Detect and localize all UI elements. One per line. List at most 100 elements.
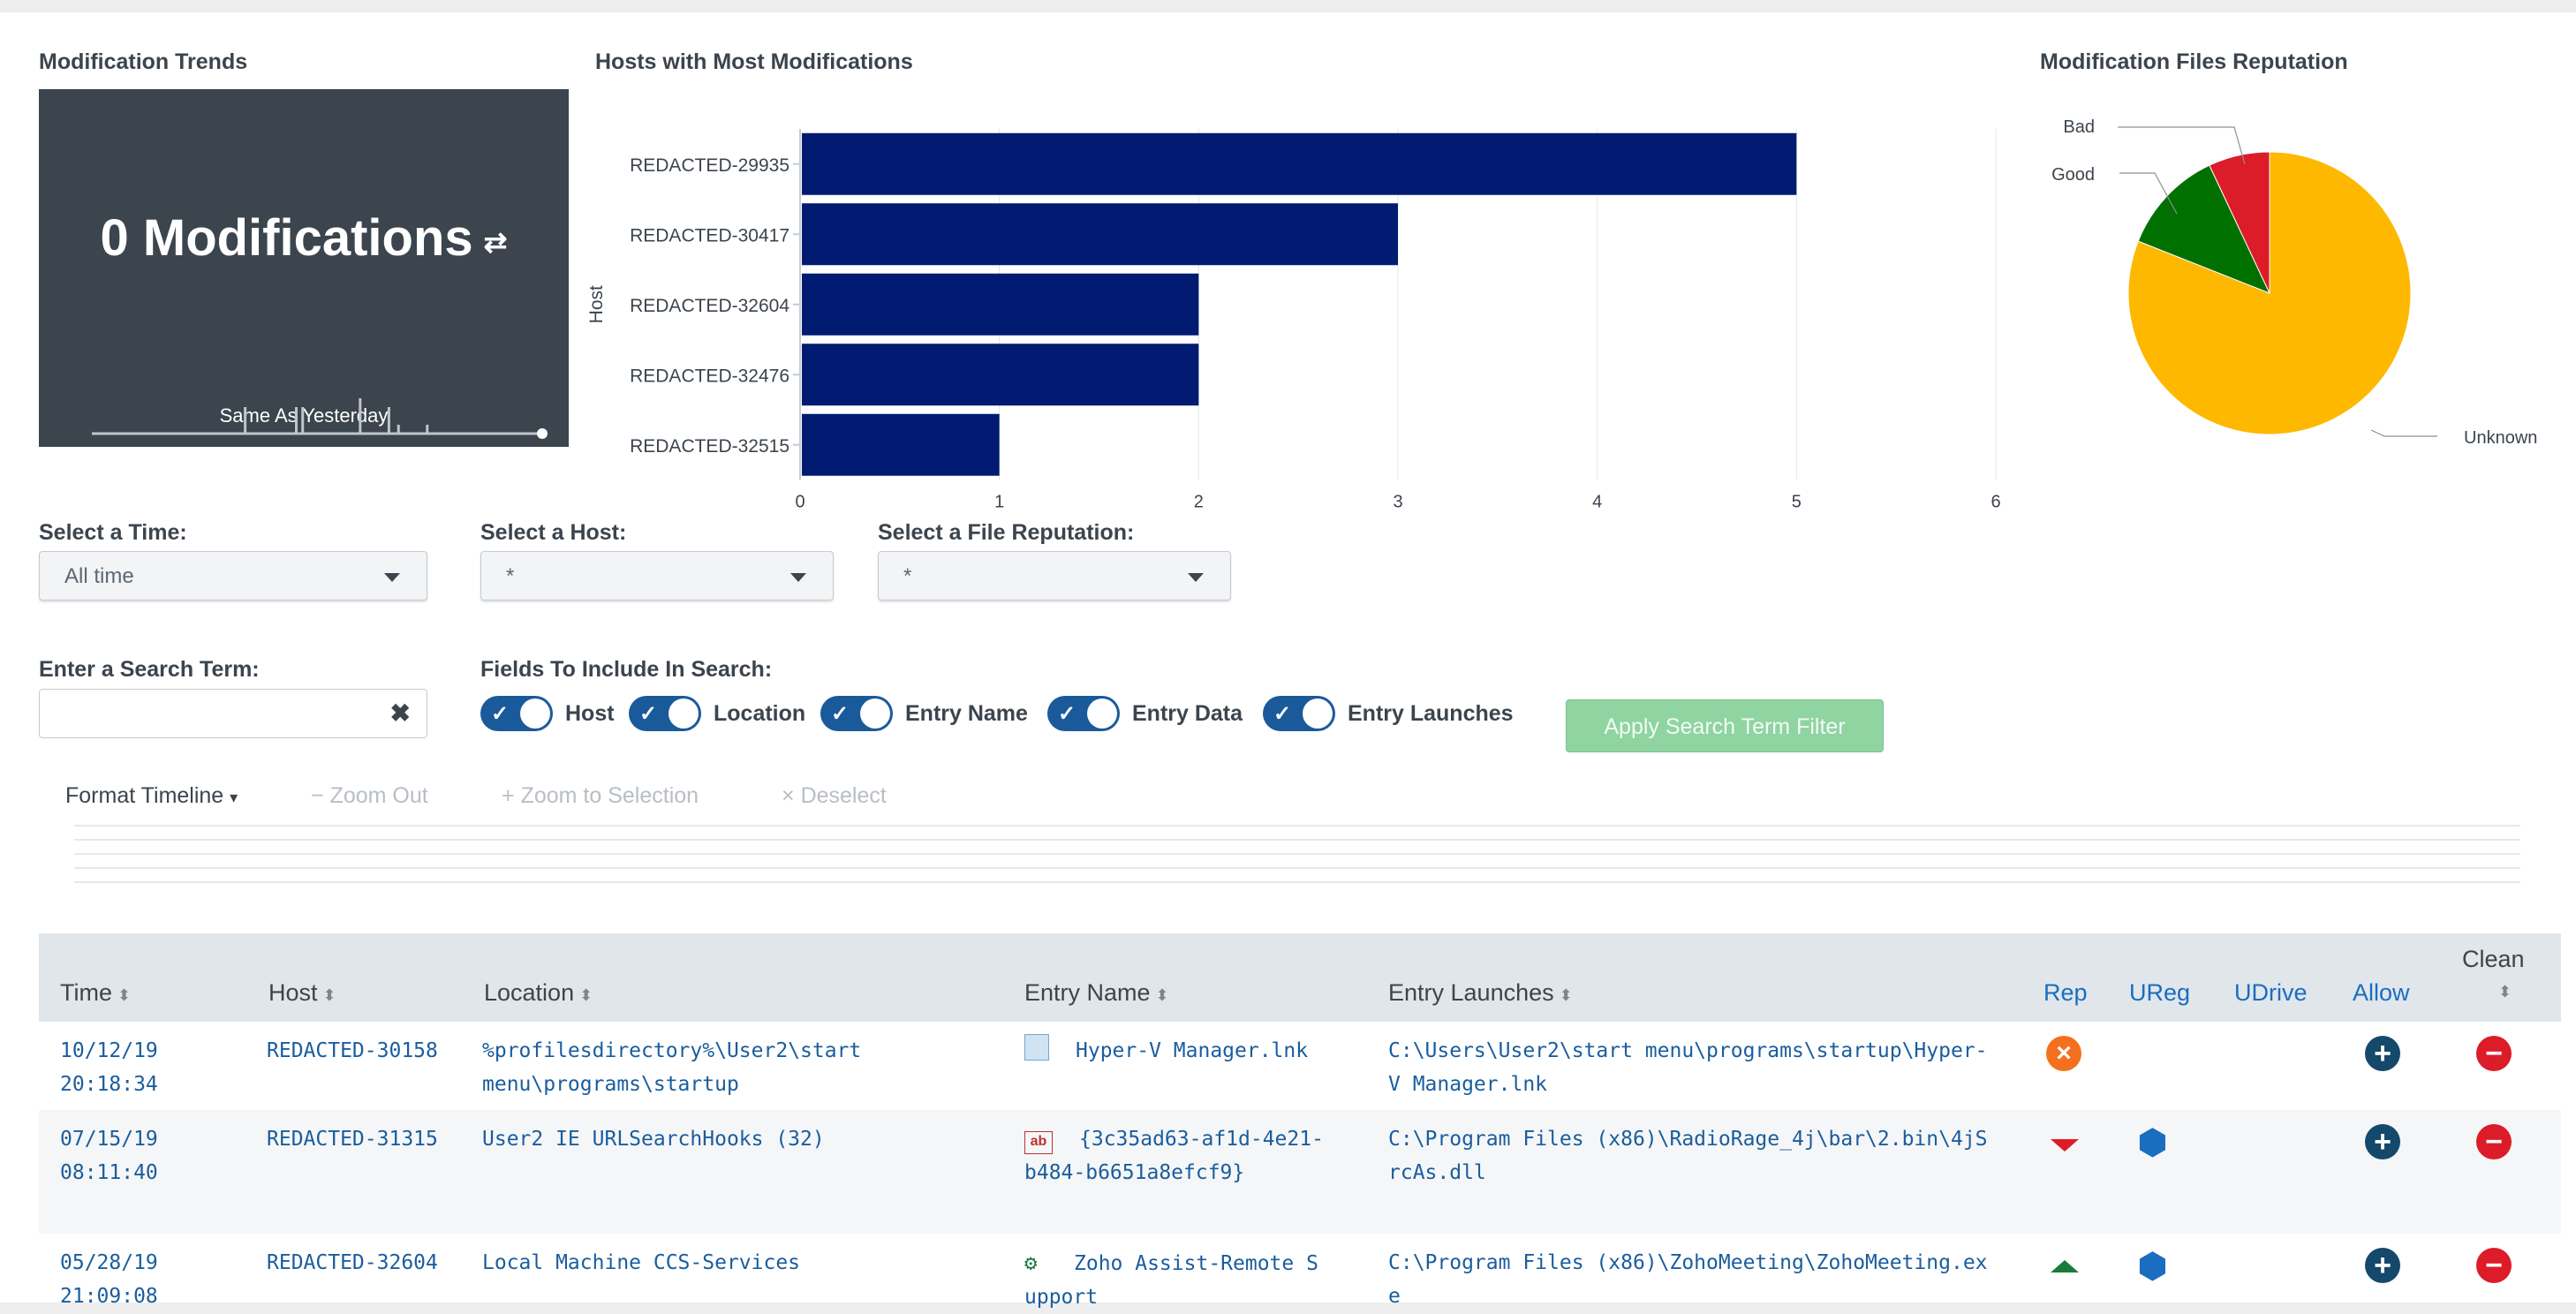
cell-location[interactable]: %profilesdirectory%\User2\start menu\prog… bbox=[482, 1034, 861, 1101]
toggle-track[interactable]: ✓ bbox=[1263, 696, 1335, 731]
time-line: 20:18:34 bbox=[60, 1073, 158, 1096]
clean-minus-icon[interactable]: − bbox=[2476, 1248, 2512, 1283]
clean-minus-icon[interactable]: − bbox=[2476, 1124, 2512, 1159]
bar[interactable] bbox=[802, 344, 1199, 406]
entry-name-line: {3c35ad63-af1d-4e21- bbox=[1079, 1128, 1324, 1151]
host-value: * bbox=[506, 564, 515, 588]
clear-x-icon[interactable]: ✖ bbox=[389, 699, 411, 727]
minus-icon: − bbox=[311, 783, 324, 808]
bad-x-icon[interactable]: × bbox=[2046, 1036, 2081, 1071]
allow-plus-icon[interactable]: + bbox=[2365, 1248, 2400, 1283]
allow-plus-icon[interactable]: + bbox=[2365, 1124, 2400, 1159]
column-entry-launches[interactable]: Entry Launches ⬍ bbox=[1388, 979, 1573, 1007]
shortcut-file-icon bbox=[1024, 1034, 1049, 1061]
reputation-pie-chart[interactable]: Unknown Good Bad bbox=[2022, 101, 2570, 472]
time-label: Select a Time: bbox=[39, 520, 187, 545]
timeline-line bbox=[74, 867, 2520, 869]
toggle-track[interactable]: ✓ bbox=[480, 696, 553, 731]
ureg-cubes-icon[interactable]: ⬢ bbox=[2137, 1247, 2168, 1286]
cell-entry-launches[interactable]: C:\Program Files (x86)\ZohoMeeting\ZohoM… bbox=[1388, 1246, 1988, 1313]
y-tick-label: REDACTED-29935 bbox=[630, 155, 789, 176]
sparkline-end-dot bbox=[537, 428, 548, 439]
reputation-dropdown[interactable]: * bbox=[878, 551, 1231, 600]
column-location[interactable]: Location ⬍ bbox=[484, 979, 593, 1007]
cell-entry-name[interactable]: ab {3c35ad63-af1d-4e21- b484-b6651a8efcf9… bbox=[1024, 1122, 1324, 1189]
cell-host[interactable]: REDACTED-32604 bbox=[267, 1251, 438, 1274]
launch-line: C:\Program Files (x86)\ZohoMeeting\ZohoM… bbox=[1388, 1251, 1988, 1274]
toggle-track[interactable]: ✓ bbox=[820, 696, 893, 731]
column-rep[interactable]: Rep bbox=[2043, 979, 2088, 1006]
cell-entry-launches[interactable]: C:\Users\User2\start menu\programs\start… bbox=[1388, 1034, 1988, 1101]
cell-time[interactable]: 07/15/19 08:11:40 bbox=[60, 1122, 158, 1189]
entry-name-line: Hyper-V Manager.lnk bbox=[1076, 1039, 1309, 1062]
bar[interactable] bbox=[802, 413, 1000, 476]
toggle-knob bbox=[1087, 699, 1117, 729]
toggle-track[interactable]: ✓ bbox=[629, 696, 701, 731]
deselect-label: Deselect bbox=[800, 783, 887, 808]
host-dropdown[interactable]: * bbox=[480, 551, 834, 600]
bar[interactable] bbox=[802, 132, 1797, 195]
allow-plus-icon[interactable]: + bbox=[2365, 1036, 2400, 1071]
zoom-out-button[interactable]: − Zoom Out bbox=[311, 783, 428, 809]
toggle-label: Entry Name bbox=[905, 700, 1028, 726]
cell-host[interactable]: REDACTED-31315 bbox=[267, 1128, 438, 1151]
cell-time[interactable]: 05/28/19 21:09:08 bbox=[60, 1246, 158, 1313]
cell-location[interactable]: Local Machine CCS-Services bbox=[482, 1246, 800, 1280]
time-dropdown[interactable]: All time bbox=[39, 551, 427, 600]
column-clean[interactable]: Clean bbox=[2462, 946, 2525, 973]
table-row[interactable]: 05/28/19 21:09:08 REDACTED-32604 Local Ma… bbox=[39, 1234, 2561, 1309]
sort-icon: ⬍ bbox=[117, 986, 132, 1004]
cell-time[interactable]: 10/12/19 20:18:34 bbox=[60, 1034, 158, 1101]
column-time[interactable]: Time ⬍ bbox=[60, 979, 131, 1007]
location-line: %profilesdirectory%\User2\start bbox=[482, 1039, 862, 1062]
format-timeline-button[interactable]: Format Timeline ▾ bbox=[65, 783, 238, 809]
toggle-host[interactable]: ✓ Host bbox=[480, 695, 615, 732]
cell-location[interactable]: User2 IE URLSearchHooks (32) bbox=[482, 1122, 825, 1156]
zoom-selection-button[interactable]: + Zoom to Selection bbox=[502, 783, 699, 809]
bar[interactable] bbox=[802, 273, 1199, 336]
checkmark-icon: ✓ bbox=[491, 702, 510, 726]
toggle-track[interactable]: ✓ bbox=[1047, 696, 1120, 731]
pie-slice[interactable] bbox=[2137, 164, 2270, 294]
column-time-label: Time bbox=[60, 979, 112, 1006]
single-value-panel[interactable]: 0 Modifications⇄ Same As Yesterday bbox=[39, 89, 569, 447]
toggle-entry-launches[interactable]: ✓ Entry Launches bbox=[1263, 695, 1514, 732]
cell-entry-name[interactable]: Hyper-V Manager.lnk bbox=[1024, 1034, 1308, 1068]
toggle-entry-data[interactable]: ✓ Entry Data bbox=[1047, 695, 1243, 732]
toggle-label: Entry Launches bbox=[1348, 700, 1514, 726]
column-udrive[interactable]: UDrive bbox=[2234, 979, 2308, 1006]
column-entry-name-label: Entry Name bbox=[1024, 979, 1151, 1006]
toggle-knob bbox=[520, 699, 550, 729]
location-line: User2 IE URLSearchHooks (32) bbox=[482, 1128, 825, 1151]
checkmark-icon: ✓ bbox=[1273, 702, 1292, 726]
single-value-text: 0 Modifications bbox=[100, 209, 473, 267]
ureg-cubes-icon[interactable]: ⬢ bbox=[2137, 1123, 2168, 1162]
entry-name-line: upport bbox=[1024, 1286, 1099, 1309]
pie-leader-line bbox=[2370, 429, 2437, 437]
pie-slice[interactable] bbox=[2209, 151, 2270, 294]
column-host[interactable]: Host ⬍ bbox=[268, 979, 336, 1007]
reputation-value: * bbox=[903, 564, 912, 588]
reputation-up-icon[interactable] bbox=[2051, 1260, 2079, 1272]
pie-label: Good bbox=[2051, 165, 2095, 185]
column-entry-name[interactable]: Entry Name ⬍ bbox=[1024, 979, 1169, 1007]
column-ureg[interactable]: UReg bbox=[2129, 979, 2191, 1006]
hosts-bar-chart[interactable]: 0 1 2 3 4 5 6 REDACTED-29935 REDACTED-30417 REDAC… bbox=[583, 118, 2013, 525]
y-tick-label: REDACTED-32604 bbox=[630, 296, 789, 316]
timeline-area[interactable] bbox=[74, 825, 2520, 900]
search-input[interactable]: ✖ bbox=[39, 689, 427, 738]
cell-host[interactable]: REDACTED-30158 bbox=[267, 1039, 438, 1062]
toggle-entry-name[interactable]: ✓ Entry Name bbox=[820, 695, 1028, 732]
deselect-button[interactable]: × Deselect bbox=[782, 783, 887, 809]
table-row[interactable]: 10/12/19 20:18:34 REDACTED-30158 %profile… bbox=[39, 1022, 2561, 1110]
column-allow[interactable]: Allow bbox=[2353, 979, 2410, 1006]
table-row[interactable]: 07/15/19 08:11:40 REDACTED-31315 User2 IE… bbox=[39, 1110, 2561, 1234]
apply-search-button[interactable]: Apply Search Term Filter bbox=[1566, 699, 1884, 752]
reputation-down-icon[interactable] bbox=[2051, 1139, 2079, 1152]
toggle-location[interactable]: ✓ Location bbox=[629, 695, 805, 732]
cell-entry-name[interactable]: ⚙ Zoho Assist-Remote S upport bbox=[1024, 1246, 1318, 1314]
clean-minus-icon[interactable]: − bbox=[2476, 1036, 2512, 1071]
chevron-down-icon bbox=[1188, 573, 1204, 582]
bar[interactable] bbox=[802, 203, 1398, 266]
cell-entry-launches[interactable]: C:\Program Files (x86)\RadioRage_4j\bar\… bbox=[1388, 1122, 1988, 1189]
